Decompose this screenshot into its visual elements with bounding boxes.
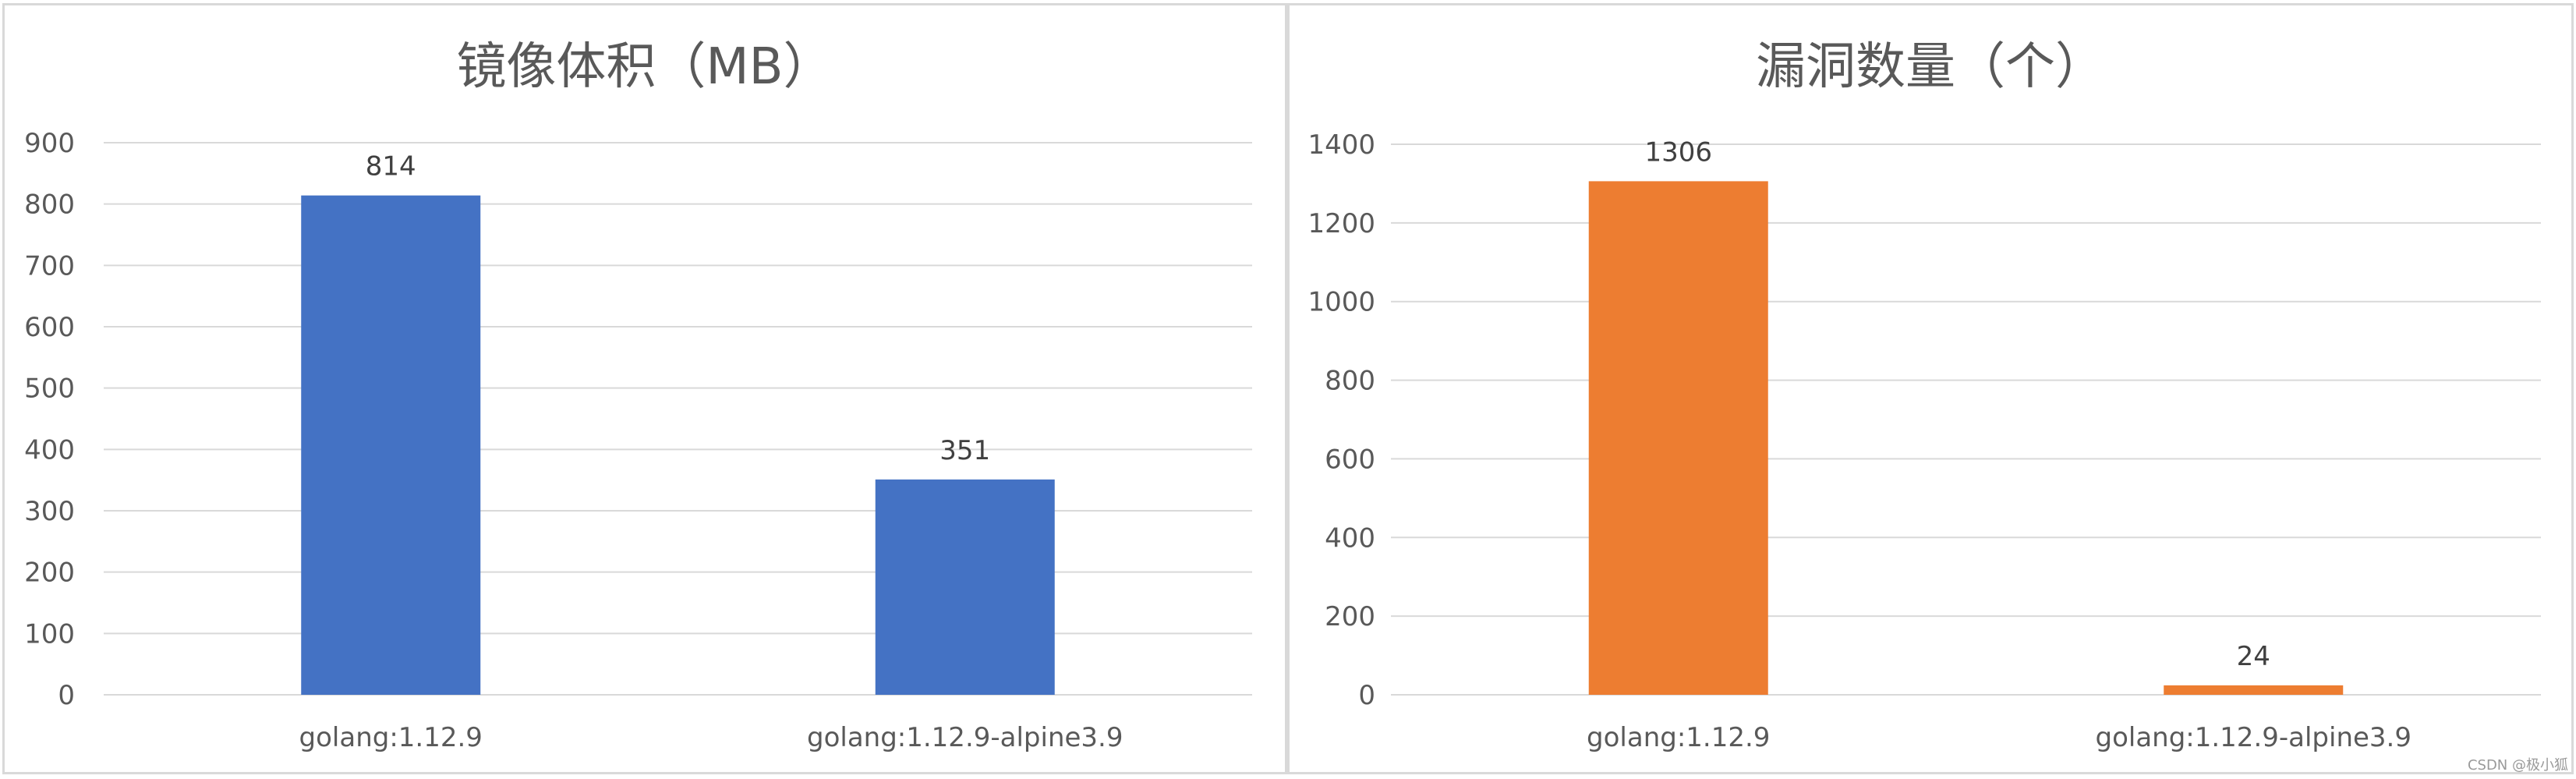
bar [1588,181,1768,696]
x-tick-label: golang:1.12.9-alpine3.9 [2095,722,2411,753]
bar [2164,685,2344,695]
bar [301,195,481,696]
y-tick-label: 1000 [1307,287,1375,318]
bar [875,479,1055,695]
y-tick-label: 100 [24,618,75,650]
data-label: 1306 [1644,136,1712,168]
x-tick-label: golang:1.12.9-alpine3.9 [807,722,1123,753]
x-tick-label: golang:1.12.9 [1587,722,1770,753]
y-tick-label: 300 [24,496,75,527]
y-tick-label: 200 [1325,601,1375,632]
watermark: CSDN @极小狐 [2467,757,2568,774]
data-label: 814 [366,151,416,182]
chart-vulnerabilities: 漏洞数量（个） 0 200 400 600 800 1000 1200 1400 1306 gola… [1307,38,2541,753]
y-tick-label: 700 [24,250,75,282]
y-tick-label: 1200 [1307,208,1375,239]
data-label: 351 [939,435,990,466]
data-label: 24 [2237,641,2270,672]
y-tick-label: 800 [24,189,75,221]
chart-title: 镜像体积（MB） [456,38,833,96]
y-tick-label: 400 [1325,522,1375,554]
y-tick-label: 900 [24,128,75,159]
chart-panel-image-size: 镜像体积（MB） 0 100 200 300 400 500 600 700 800 900 814 g… [2,3,1287,774]
y-tick-label: 0 [58,680,75,711]
y-tick-label: 400 [24,434,75,466]
chart-image-size: 镜像体积（MB） 0 100 200 300 400 500 600 700 800 900 814 g… [24,38,1252,753]
y-tick-label: 600 [24,312,75,343]
y-tick-label: 500 [24,374,75,405]
y-tick-label: 1400 [1307,129,1375,161]
y-tick-label: 0 [1358,680,1375,711]
y-tick-label: 600 [1325,444,1375,475]
y-tick-label: 200 [24,558,75,589]
chart-title: 漏洞数量（个） [1756,38,2105,96]
chart-panel-vulnerabilities: 漏洞数量（个） 0 200 400 600 800 1000 1200 1400 1306 gola… [1287,3,2574,774]
x-tick-label: golang:1.12.9 [299,722,483,753]
y-tick-label: 800 [1325,366,1375,397]
